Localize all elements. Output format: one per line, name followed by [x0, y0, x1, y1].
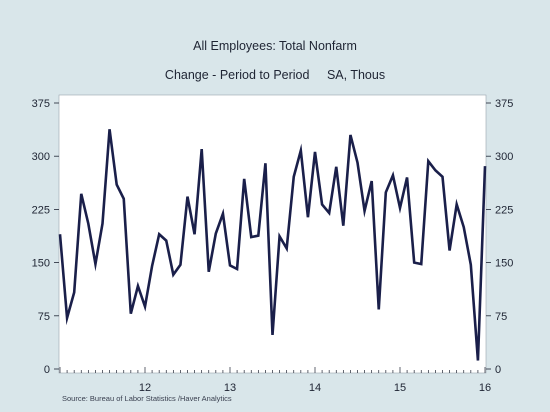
- source-note: Source: Bureau of Labor Statistics /Have…: [62, 394, 232, 403]
- chart-subtitle: Change - Period to Period SA, Thous: [0, 68, 550, 82]
- chart-subtitle-right: SA, Thous: [326, 68, 386, 82]
- y-axis-left: 375 300 225 150 75 0: [32, 98, 59, 376]
- y-tick-label-left: 375: [32, 98, 50, 110]
- y-tick-label-right: 150: [495, 258, 513, 270]
- y-tick-label-left: 150: [32, 258, 50, 270]
- y-tick-label-right: 75: [495, 311, 507, 323]
- y-axis-right: 375 300 225 150 75 0: [486, 98, 513, 376]
- x-tick-label: 16: [479, 382, 491, 394]
- series-layer: [58, 129, 487, 361]
- y-tick-label-left: 0: [44, 364, 50, 376]
- chart-title: All Employees: Total Nonfarm: [193, 39, 357, 53]
- x-tick-label: 12: [139, 382, 151, 394]
- x-tick-label: 14: [309, 382, 321, 394]
- series-line: [58, 129, 487, 361]
- x-axis: 12 13 14 15 16: [59, 367, 491, 394]
- y-tick-label-left: 225: [32, 204, 50, 216]
- y-tick-label-right: 225: [495, 204, 513, 216]
- y-tick-label-left: 300: [32, 151, 50, 163]
- y-tick-label-right: 375: [495, 98, 513, 110]
- chart-subtitle-left: Change - Period to Period: [164, 68, 310, 82]
- x-tick-label: 15: [394, 382, 406, 394]
- x-tick-label: 13: [224, 382, 236, 394]
- y-tick-label-left: 75: [38, 311, 50, 323]
- y-tick-label-right: 300: [495, 151, 513, 163]
- y-tick-label-right: 0: [495, 364, 501, 376]
